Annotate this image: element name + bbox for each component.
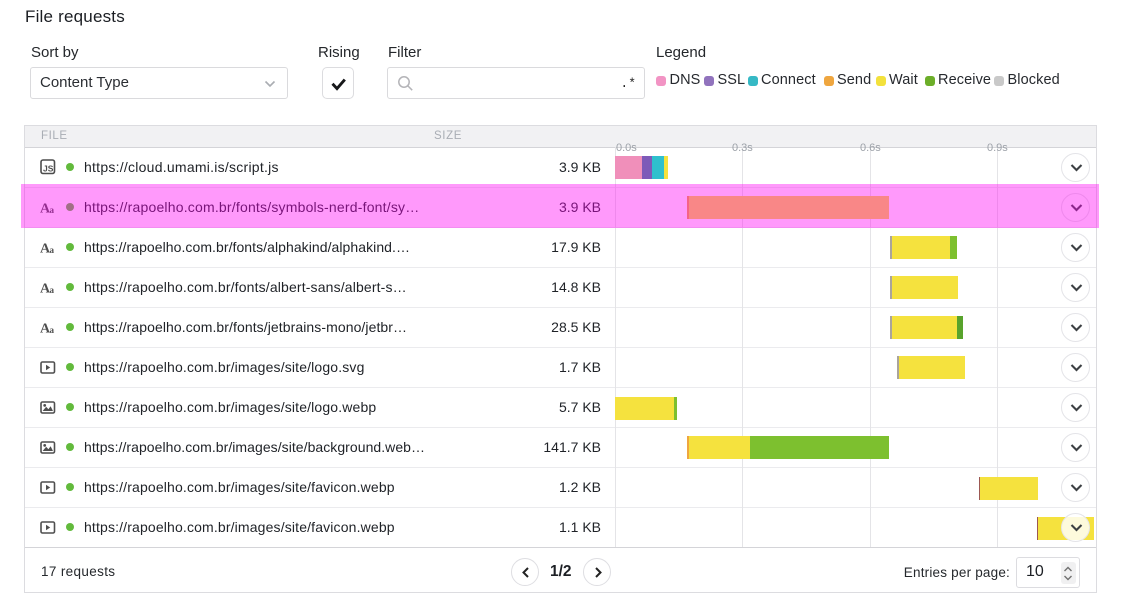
svg-text:JS: JS: [43, 164, 54, 174]
svg-text:A: A: [40, 202, 51, 215]
svg-text:A: A: [40, 322, 51, 335]
svg-text:a: a: [50, 205, 55, 214]
svg-text:a: a: [50, 245, 55, 254]
svg-text:a: a: [50, 285, 55, 294]
svg-text:a: a: [50, 325, 55, 334]
svg-text:A: A: [40, 242, 51, 255]
svg-text:A: A: [40, 282, 51, 295]
